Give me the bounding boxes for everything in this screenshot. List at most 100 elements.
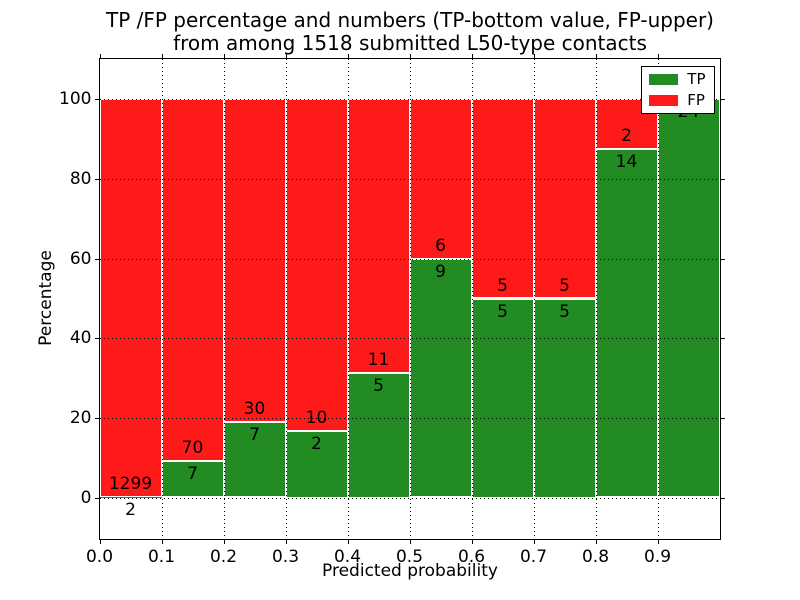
x-tick-label: 0.2 [209,546,238,567]
x-tick-mark-top [285,53,287,59]
legend-swatch-fp [649,94,679,106]
bar-segment-tp [471,298,534,498]
x-tick-mark [347,538,349,544]
bar-segment-tp [533,298,596,498]
legend-swatch-tp [649,73,679,85]
x-tick-mark [595,538,597,544]
chart-title: TP /FP percentage and numbers (TP-bottom… [106,8,714,32]
grid-line-x [347,58,349,539]
plot-area: 12992707307102115695555214240.00.10.20.3… [59,53,725,566]
chart-title-block: TP /FP percentage and numbers (TP-bottom… [100,9,720,55]
bar-segment-tp [285,431,348,498]
bar-label-tp: 7 [249,425,260,446]
bar-label-fp: 70 [181,438,204,459]
x-tick-mark [285,538,287,544]
y-tick-mark-right [719,417,725,419]
y-tick-label: 60 [69,248,92,269]
legend: TP FP [641,65,715,114]
x-tick-mark [409,538,411,544]
legend-entry-fp: FP [649,90,705,109]
x-tick-label: 0.8 [581,546,610,567]
x-tick-label: 0.7 [519,546,548,567]
bar-segment-tp [223,422,286,498]
y-tick-mark [94,99,100,101]
legend-label: TP [687,69,706,88]
bar-segment-fp [99,99,162,497]
y-tick-mark [94,497,100,499]
bar-label-tp: 7 [187,464,198,485]
y-tick-label: 40 [69,328,92,349]
bar-segment-tp [409,258,472,498]
x-tick-mark [161,538,163,544]
bar-label-fp: 5 [559,275,570,296]
x-tick-label: 0.4 [333,546,362,567]
x-tick-mark-top [347,53,349,59]
bar-label-tp: 2 [311,434,322,455]
grid-line-x [657,58,659,539]
grid-line-x [409,58,411,539]
x-tick-mark-top [471,53,473,59]
bar-segment-tp [595,149,658,498]
bar-label-fp: 11 [367,350,390,371]
bar-label-tp: 14 [615,152,638,173]
bar-label-fp: 6 [435,235,446,256]
legend-entry-tp: TP [649,69,706,88]
y-tick-mark-right [719,258,725,260]
x-tick-mark-top [99,53,101,59]
y-tick-label: 0 [80,487,92,508]
y-tick-label: 80 [69,169,92,190]
x-tick-label: 0.5 [395,546,424,567]
x-tick-label: 0.1 [147,546,176,567]
y-tick-mark [94,417,100,419]
grid-line-x [223,58,225,539]
y-tick-label: 100 [59,89,92,110]
bar-segment-fp [161,99,224,462]
x-tick-mark-top [657,53,659,59]
bar-label-tp: 2 [125,499,136,520]
x-tick-mark-top [223,53,225,59]
bar-segment-fp [533,99,596,299]
legend-label: FP [687,90,705,109]
bar-label-fp: 5 [497,275,508,296]
y-tick-mark [94,338,100,340]
grid-line-x [471,58,473,539]
x-tick-mark [657,538,659,544]
x-tick-mark [223,538,225,544]
x-tick-mark-top [161,53,163,59]
x-tick-label: 0.6 [457,546,486,567]
grid-line-x [285,58,287,539]
y-tick-mark-right [719,179,725,181]
x-tick-mark [533,538,535,544]
bar-label-tp: 5 [373,376,384,397]
x-axis-label: Predicted probability [322,561,498,581]
y-tick-label: 20 [69,407,92,428]
x-tick-mark [99,538,101,544]
grid-line-x [595,58,597,539]
bar-label-fp: 10 [305,408,328,429]
bar-label-fp: 2 [621,126,632,147]
bar-label-fp: 30 [243,399,266,420]
y-tick-mark [94,258,100,260]
bar-label-tp: 5 [497,301,508,322]
bar-segment-fp [347,99,410,374]
bar-segment-tp [99,496,162,498]
x-tick-mark-top [533,53,535,59]
y-tick-mark-right [719,338,725,340]
bar-segment-fp [223,99,286,423]
x-tick-mark [471,538,473,544]
bar-segment-tp [657,99,720,498]
bar-label-tp: 9 [435,261,446,282]
x-tick-mark-top [595,53,597,59]
x-tick-label: 0.0 [85,546,114,567]
bar-label-fp: 1299 [108,473,153,494]
chart-subtitle: from among 1518 submitted L50-type conta… [173,31,647,55]
bar-segment-fp [285,99,348,432]
x-tick-label: 0.9 [643,546,672,567]
grid-line-x [533,58,535,539]
grid-line-x [161,58,163,539]
y-tick-mark-right [719,497,725,499]
y-tick-mark [94,179,100,181]
bar-label-tp: 5 [559,301,570,322]
x-tick-label: 0.3 [271,546,300,567]
